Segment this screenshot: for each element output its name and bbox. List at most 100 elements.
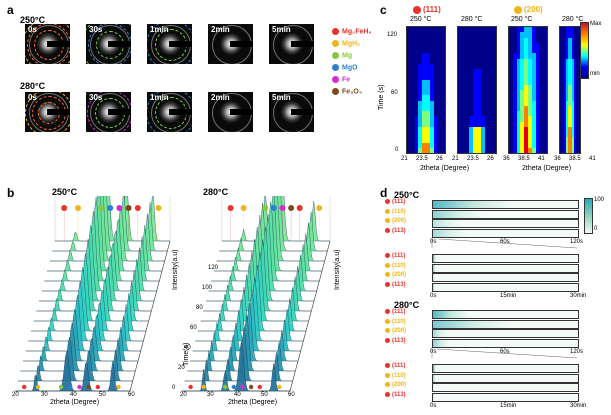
intensity-fill (433, 210, 484, 218)
heatmap-cell (572, 63, 575, 70)
heatmap-cell (564, 105, 567, 112)
heatmap-cell (492, 121, 496, 128)
heatmap-cell (465, 79, 470, 86)
panel-label-d: d (380, 186, 388, 200)
heatmap-cell (512, 63, 518, 70)
heatmap-cell (520, 111, 525, 117)
heatmap-cell (535, 37, 540, 44)
wf280-phase-marker-5 (288, 205, 295, 211)
heatmap-cell (473, 137, 478, 143)
heatmap-cell (520, 74, 525, 80)
heatmap-cell (484, 116, 489, 122)
heatmap-cell (441, 137, 445, 143)
heatmap-cell (543, 84, 547, 91)
heatmap-cell (572, 95, 575, 101)
heatmap-cell (477, 95, 482, 101)
d250-0-120s-bar-0 (432, 200, 579, 209)
heatmap-cell (492, 137, 496, 143)
heatmap-cell (410, 100, 416, 107)
heatmap-cell (524, 42, 529, 49)
panel-b-xlabel-right: 2theta (Degree) (228, 399, 278, 406)
heatmap-cell (480, 27, 486, 33)
heatmap-cell (566, 79, 569, 86)
heatmap-cell (566, 100, 569, 107)
heatmap-cell (564, 95, 567, 101)
heatmap-cell (568, 147, 571, 153)
d250-0-30min-bar-0 (432, 254, 579, 263)
heatmap-cell (426, 121, 431, 128)
heatmap-cell (458, 58, 463, 65)
heatmap-cell (414, 142, 419, 149)
heatmap-cell (437, 132, 442, 138)
heatmap-cell (512, 90, 518, 96)
heatmap-cell (509, 105, 514, 112)
heatmap-cell (566, 111, 569, 117)
heatmap-cell (414, 116, 419, 122)
heatmap-cell (570, 84, 573, 91)
heatmap-cell (441, 79, 445, 86)
heatmap-cell (574, 84, 577, 91)
heatmap-cell (437, 147, 442, 153)
heatmap-cell (437, 42, 442, 49)
c-xtick-0: 21 (401, 156, 408, 162)
heatmap-cell (509, 116, 514, 122)
heatmap-cell (566, 105, 569, 112)
heatmap-cell (433, 147, 438, 153)
heatmap-cell (528, 100, 533, 107)
heatmap-cell (572, 132, 575, 138)
phase-dot-icon (385, 208, 390, 214)
heatmap-cell (528, 111, 533, 117)
heatmap-cell (539, 95, 544, 101)
heatmap-cell (458, 79, 463, 86)
heatmap-cell (539, 137, 544, 143)
heatmap-cell (418, 74, 423, 80)
heatmap-cell (572, 142, 575, 149)
d280-0-30min-bar-2 (432, 383, 579, 392)
heatmap-cell (509, 137, 514, 143)
wf250-bottom-marker-1 (35, 384, 41, 390)
heatmap-cell (441, 100, 445, 107)
heatmap-cell (407, 137, 412, 143)
heatmap-cell (516, 58, 521, 65)
heatmap-cell (535, 84, 540, 91)
heatmap-cell (484, 132, 489, 138)
cbar-d-bottom: 0 (594, 226, 598, 232)
heatmap-cell (524, 79, 529, 86)
heatmap-cell (429, 111, 435, 117)
legend-mgo: MgO (332, 64, 358, 75)
d250-0-30min-axis-tick-2: 30min (570, 293, 587, 299)
heatmap-cell (437, 32, 442, 38)
heatmap-cell (484, 27, 489, 33)
heatmap-cell (572, 137, 575, 143)
heatmap-cell (465, 63, 470, 70)
heatmap-cell (564, 121, 567, 128)
heatmap-cell (426, 37, 431, 44)
heatmap-cell (528, 63, 533, 70)
heatmap-cell (480, 42, 486, 49)
heatmap-cell (509, 147, 514, 153)
intensity-fill (433, 264, 436, 272)
wf280-phase-marker-4 (279, 205, 286, 211)
phase-dot-icon (385, 262, 390, 268)
heatmap-cell (480, 137, 486, 143)
heatmap-cell (488, 69, 493, 75)
heatmap-cell (433, 69, 438, 75)
heatmap-cell (562, 53, 565, 59)
phase-legend: Mg₂FeH₆ MgH₂ Mg MgO Fe Fe₃O₄ (332, 28, 382, 108)
heatmap-cell (414, 132, 419, 138)
heatmap-cell (422, 126, 427, 133)
heatmap-cell (461, 147, 467, 153)
c-ytick-60: 60 (391, 90, 398, 96)
heatmap-cell (473, 100, 478, 107)
heatmap-cell (528, 74, 533, 80)
heatmap-cell (524, 58, 529, 65)
heatmap-cell (572, 126, 575, 133)
r280-ed-time-4: 5min (272, 93, 291, 102)
hm-title-111-250: 250 °C (410, 16, 432, 23)
wf250-spectrum-11 (44, 196, 160, 282)
heatmap-cell (458, 95, 463, 101)
wf280-bottom-marker-5 (248, 384, 254, 390)
hm-200-280 (559, 26, 581, 154)
heatmap-cell (566, 63, 569, 70)
heatmap-cell (407, 27, 412, 33)
